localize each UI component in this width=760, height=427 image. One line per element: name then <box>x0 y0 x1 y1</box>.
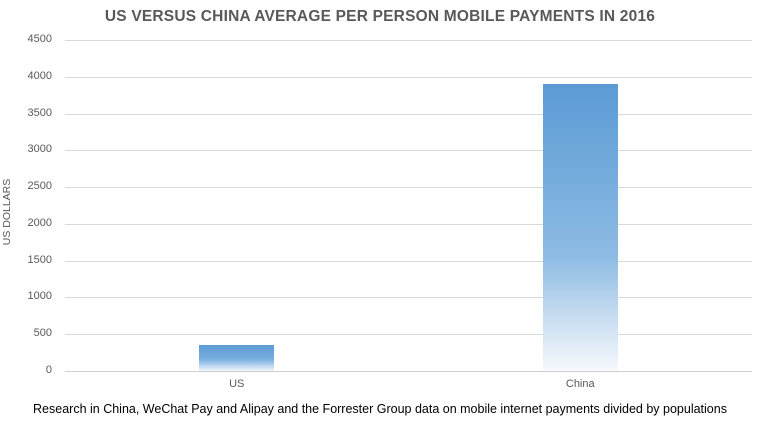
gridline <box>65 223 752 225</box>
source-caption: Research in China, WeChat Pay and Alipay… <box>33 402 727 416</box>
chart-title: US VERSUS CHINA AVERAGE PER PERSON MOBIL… <box>104 8 656 25</box>
x-tick-label: US <box>229 378 245 390</box>
y-tick-label: 2500 <box>27 180 52 193</box>
gridline <box>65 334 752 336</box>
y-tick-label: 4500 <box>27 33 52 45</box>
y-tick-label: 500 <box>33 327 52 340</box>
gridline <box>65 150 752 152</box>
y-tick-label: 2000 <box>27 216 52 229</box>
gridline <box>65 113 752 115</box>
gridline <box>65 260 752 262</box>
bar-china <box>542 84 618 371</box>
y-tick-label: 0 <box>45 364 52 376</box>
gridline <box>65 297 752 299</box>
y-tick-label: 1000 <box>27 290 52 303</box>
gridline <box>65 40 752 41</box>
gridline <box>65 76 752 78</box>
y-tick-label: 4000 <box>27 69 52 82</box>
plot-area <box>65 40 752 372</box>
y-tick-label: 3500 <box>27 106 52 119</box>
gridline <box>65 371 752 372</box>
y-tick-label: 3000 <box>27 143 52 156</box>
bar-us <box>199 345 275 371</box>
gridline <box>65 187 752 189</box>
y-tick-label: 1500 <box>27 253 52 266</box>
x-tick-label: China <box>565 378 595 390</box>
